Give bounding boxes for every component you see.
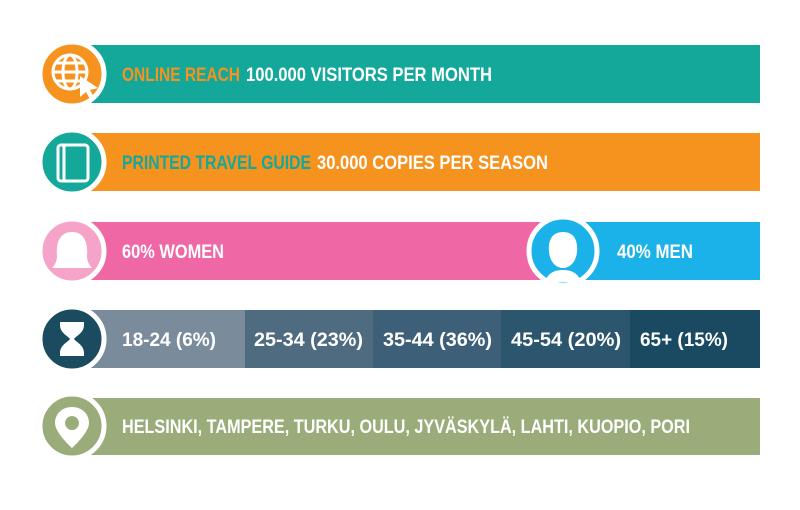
cities-label: HELSINKI, TAMPERE, TURKU, OULU, JYVÄSKYL…	[122, 417, 690, 438]
age-label: 25-34 (23%)	[254, 330, 363, 351]
book-icon	[37, 127, 107, 197]
reach-highlight: ONLINE REACH	[122, 65, 240, 86]
guide-text: 30.000 COPIES PER SEASON	[317, 153, 548, 174]
age-segment	[630, 310, 760, 368]
reach-bar	[90, 45, 760, 103]
globe-icon	[37, 39, 107, 109]
age-segment	[90, 310, 245, 368]
pin-icon	[37, 391, 107, 461]
men-label: 40% MEN	[617, 242, 693, 263]
guide-bar	[90, 133, 760, 191]
woman-head	[52, 232, 92, 268]
age-label: 35-44 (36%)	[383, 330, 492, 351]
women-bar	[90, 222, 560, 280]
hourglass-shape	[60, 322, 84, 356]
age-label: 65+ (15%)	[640, 330, 728, 351]
age-label: 45-54 (20%)	[511, 330, 621, 351]
cursor-icon	[80, 76, 98, 101]
guide-highlight: PRINTED TRAVEL GUIDE	[122, 153, 311, 174]
man-head	[545, 232, 581, 282]
globe-lines	[51, 53, 89, 91]
age-label: 18-24 (6%)	[122, 330, 216, 351]
pin-shape	[55, 407, 89, 448]
age-segment	[245, 310, 373, 368]
age-segment	[501, 310, 630, 368]
reach-text: 100.000 VISITORS PER MONTH	[246, 65, 492, 86]
age-segment	[373, 310, 501, 368]
women-label: 60% WOMEN	[122, 242, 224, 263]
cities-bar	[90, 398, 760, 455]
book-shape	[56, 143, 90, 183]
